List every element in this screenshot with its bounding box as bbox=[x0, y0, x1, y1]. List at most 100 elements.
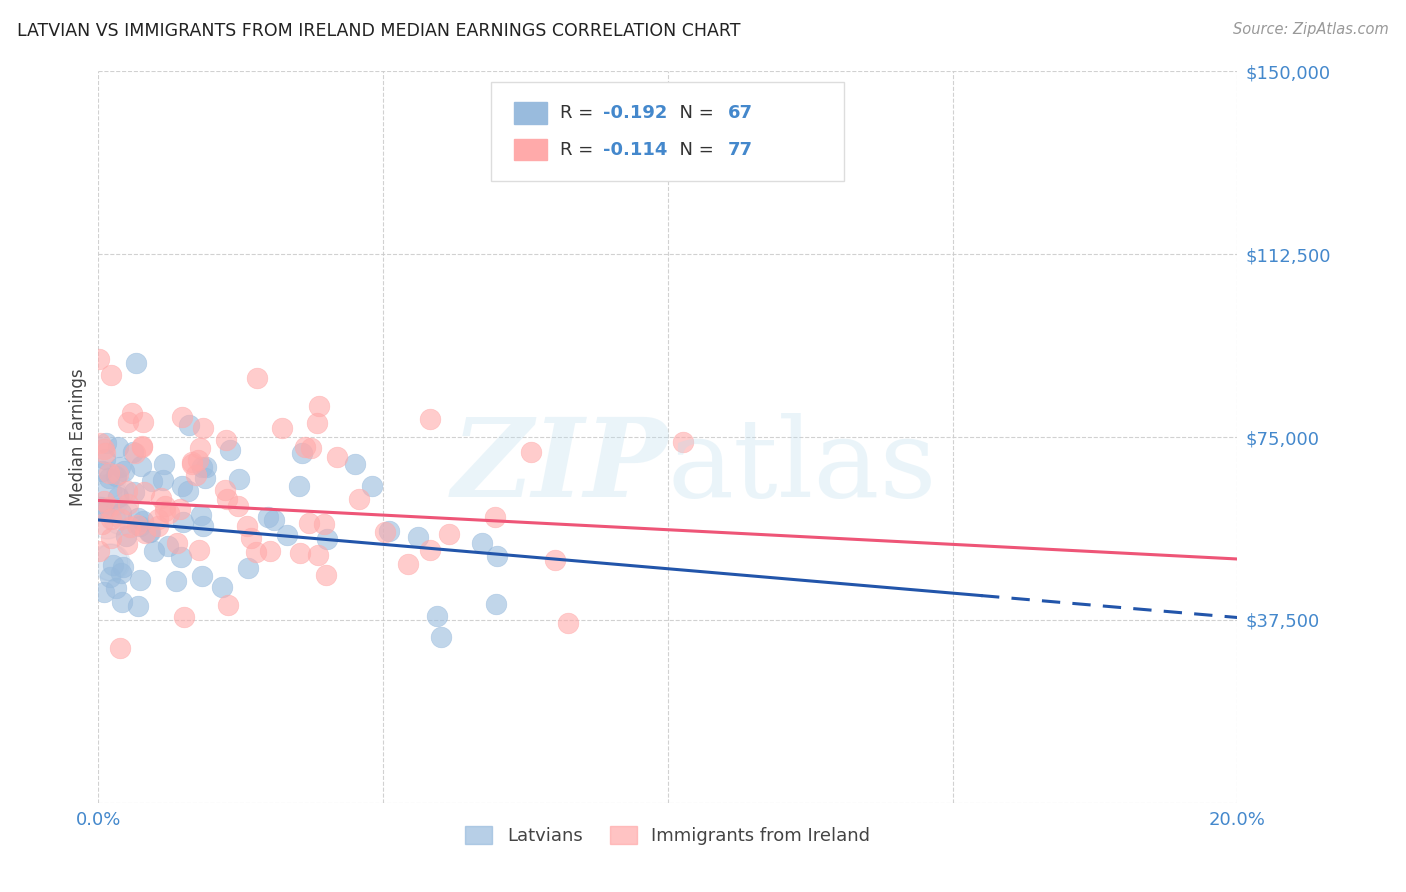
Point bbox=[121, 406, 143, 420]
Text: 67: 67 bbox=[728, 104, 754, 122]
Text: N =: N = bbox=[668, 104, 720, 122]
Point bbox=[316, 532, 339, 546]
Point bbox=[117, 497, 139, 511]
Point bbox=[180, 455, 202, 469]
Point bbox=[110, 507, 132, 521]
Point bbox=[131, 439, 153, 453]
Point bbox=[153, 500, 176, 514]
Point bbox=[544, 552, 567, 566]
Point bbox=[127, 599, 149, 613]
Point bbox=[91, 517, 114, 532]
Text: N =: N = bbox=[668, 141, 720, 159]
Point bbox=[396, 557, 419, 571]
Point bbox=[97, 467, 120, 481]
Point bbox=[100, 531, 122, 545]
Point bbox=[312, 516, 335, 531]
Point bbox=[235, 519, 257, 533]
Point bbox=[378, 524, 401, 539]
Point bbox=[191, 519, 214, 533]
Point bbox=[218, 443, 240, 458]
Point bbox=[343, 457, 366, 471]
Text: LATVIAN VS IMMIGRANTS FROM IRELAND MEDIAN EARNINGS CORRELATION CHART: LATVIAN VS IMMIGRANTS FROM IRELAND MEDIA… bbox=[17, 22, 741, 40]
Point bbox=[98, 491, 121, 506]
Point bbox=[97, 555, 120, 569]
Point bbox=[294, 440, 316, 454]
Point bbox=[153, 458, 176, 472]
Point bbox=[217, 598, 239, 612]
Point bbox=[276, 527, 298, 541]
Point bbox=[419, 542, 441, 557]
Text: atlas: atlas bbox=[668, 413, 938, 520]
Point bbox=[177, 417, 200, 432]
Point bbox=[132, 484, 155, 499]
Point bbox=[307, 416, 329, 430]
Point bbox=[108, 459, 131, 474]
Text: R =: R = bbox=[560, 104, 599, 122]
Text: Source: ZipAtlas.com: Source: ZipAtlas.com bbox=[1233, 22, 1389, 37]
Point bbox=[485, 597, 508, 611]
Point bbox=[98, 570, 121, 584]
Point bbox=[169, 501, 191, 516]
Point bbox=[91, 485, 114, 500]
Point bbox=[100, 512, 122, 526]
Text: ZIP: ZIP bbox=[451, 413, 668, 520]
Point bbox=[118, 520, 141, 534]
Point bbox=[89, 352, 111, 367]
Point bbox=[114, 529, 136, 543]
Point bbox=[211, 580, 233, 594]
Point bbox=[94, 436, 117, 450]
Point bbox=[115, 483, 138, 498]
Point bbox=[104, 483, 127, 498]
Point bbox=[125, 356, 148, 370]
Point bbox=[104, 581, 127, 595]
Y-axis label: Median Earnings: Median Earnings bbox=[69, 368, 87, 506]
Point bbox=[104, 469, 127, 483]
Point bbox=[139, 524, 162, 539]
Point bbox=[131, 441, 153, 455]
Point bbox=[96, 513, 118, 527]
Point bbox=[173, 610, 195, 624]
Point bbox=[100, 368, 122, 382]
Point bbox=[146, 519, 169, 533]
Legend: Latvians, Immigrants from Ireland: Latvians, Immigrants from Ireland bbox=[458, 819, 877, 852]
Point bbox=[257, 509, 280, 524]
Point bbox=[121, 445, 143, 459]
Point bbox=[307, 549, 329, 563]
Point bbox=[308, 399, 330, 413]
Point bbox=[215, 433, 238, 447]
Point bbox=[228, 472, 250, 486]
Point bbox=[190, 508, 212, 523]
Point bbox=[117, 415, 139, 429]
Point bbox=[152, 473, 174, 487]
Point bbox=[93, 442, 115, 456]
Point bbox=[172, 515, 194, 529]
Point bbox=[170, 478, 193, 492]
Point bbox=[672, 434, 695, 449]
Point bbox=[110, 566, 132, 580]
Point bbox=[430, 630, 453, 644]
Point bbox=[93, 445, 115, 459]
Point bbox=[91, 464, 114, 478]
Point bbox=[96, 473, 118, 487]
Point bbox=[107, 490, 129, 504]
Point bbox=[129, 459, 152, 474]
Point bbox=[226, 499, 249, 513]
FancyBboxPatch shape bbox=[491, 82, 845, 181]
Point bbox=[124, 446, 146, 460]
Point bbox=[214, 483, 236, 498]
Point bbox=[107, 441, 129, 455]
Point bbox=[127, 511, 149, 525]
Point bbox=[180, 457, 202, 471]
Point bbox=[94, 452, 117, 467]
Point bbox=[100, 555, 122, 569]
Text: R =: R = bbox=[560, 141, 599, 159]
Point bbox=[326, 450, 349, 464]
Point bbox=[124, 484, 146, 499]
Point bbox=[259, 544, 281, 558]
Point bbox=[195, 459, 218, 474]
Point bbox=[194, 471, 217, 485]
Point bbox=[419, 411, 441, 425]
Point bbox=[191, 460, 214, 475]
FancyBboxPatch shape bbox=[515, 139, 547, 161]
Point bbox=[271, 421, 294, 435]
